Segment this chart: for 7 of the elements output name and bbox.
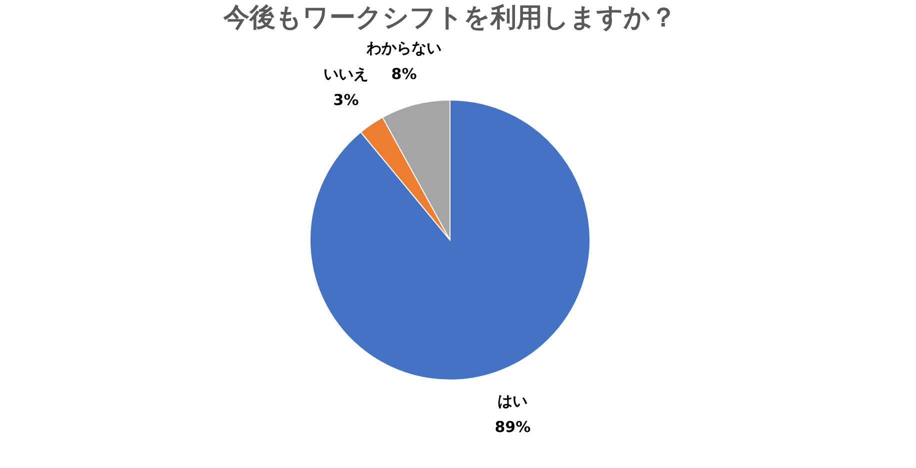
data-label: 3% (333, 90, 359, 109)
slice-label: はい (498, 392, 528, 410)
data-label: 8% (391, 64, 417, 83)
chart-title: 今後もワークシフトを利用しますか？ (222, 3, 676, 33)
slice-label: いいえ (324, 64, 369, 83)
data-label: 89% (494, 418, 531, 436)
slice-label: わからない (365, 38, 442, 57)
